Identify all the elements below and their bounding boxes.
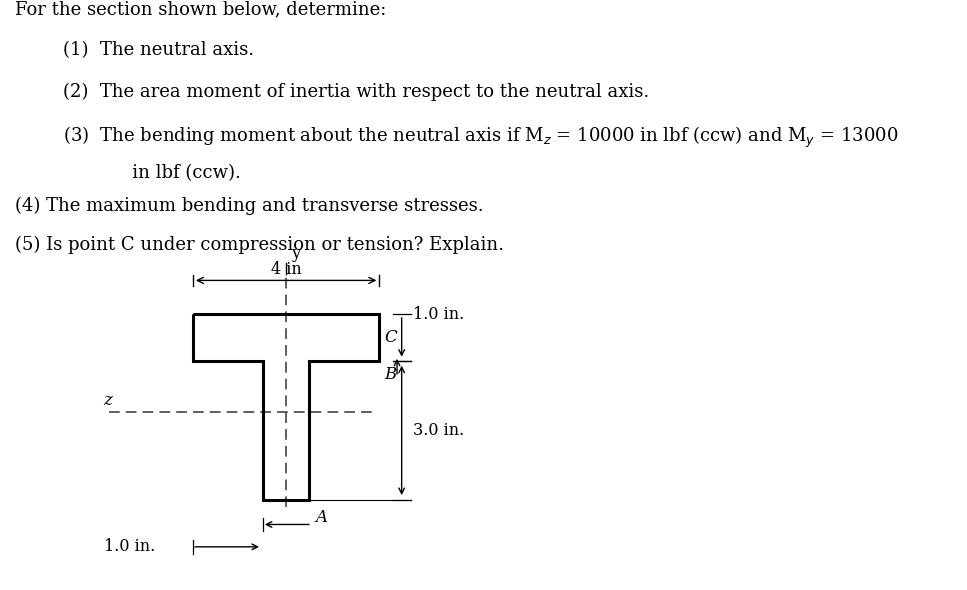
Text: (3)  The bending moment about the neutral axis if M$_z$ = 10000 in lbf (ccw) and: (3) The bending moment about the neutral…	[63, 124, 898, 150]
Text: in lbf (ccw).: in lbf (ccw).	[92, 164, 241, 182]
Text: (5) Is point C under compression or tension? Explain.: (5) Is point C under compression or tens…	[15, 236, 505, 254]
Text: 4 in: 4 in	[271, 261, 302, 278]
Text: B: B	[384, 366, 396, 383]
Text: (4) The maximum bending and transverse stresses.: (4) The maximum bending and transverse s…	[15, 196, 484, 215]
Text: C: C	[384, 329, 396, 346]
Text: For the section shown below, determine:: For the section shown below, determine:	[15, 0, 387, 18]
Text: A: A	[315, 509, 327, 526]
Text: (1)  The neutral axis.: (1) The neutral axis.	[63, 41, 254, 60]
Text: 1.0 in.: 1.0 in.	[413, 306, 464, 323]
Text: y: y	[291, 245, 300, 262]
Text: (2)  The area moment of inertia with respect to the neutral axis.: (2) The area moment of inertia with resp…	[63, 83, 649, 101]
Text: 1.0 in.: 1.0 in.	[104, 538, 156, 555]
Text: 3.0 in.: 3.0 in.	[413, 422, 464, 439]
Text: z: z	[103, 392, 112, 409]
